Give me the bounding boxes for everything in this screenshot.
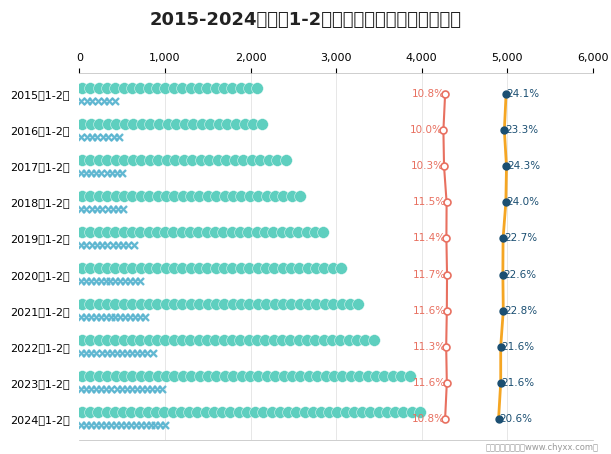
Text: 11.6%: 11.6% bbox=[413, 306, 446, 316]
Text: 24.3%: 24.3% bbox=[507, 161, 540, 171]
Text: 11.3%: 11.3% bbox=[412, 342, 445, 352]
Text: 24.1%: 24.1% bbox=[507, 89, 540, 99]
Text: 11.5%: 11.5% bbox=[413, 197, 446, 207]
Text: 23.3%: 23.3% bbox=[505, 125, 538, 135]
Text: 11.4%: 11.4% bbox=[412, 233, 445, 243]
Text: 20.6%: 20.6% bbox=[499, 414, 532, 424]
Text: 22.8%: 22.8% bbox=[504, 306, 537, 316]
Text: 22.7%: 22.7% bbox=[503, 233, 537, 243]
Text: 22.6%: 22.6% bbox=[503, 270, 536, 280]
Text: 10.8%: 10.8% bbox=[411, 414, 444, 424]
Text: 2015-2024年各年1-2月江西省工业企业存货统计图: 2015-2024年各年1-2月江西省工业企业存货统计图 bbox=[150, 11, 461, 30]
Text: 21.6%: 21.6% bbox=[502, 342, 535, 352]
Text: 24.0%: 24.0% bbox=[507, 197, 540, 207]
Text: 11.7%: 11.7% bbox=[413, 270, 447, 280]
Text: 11.6%: 11.6% bbox=[413, 378, 446, 388]
Text: 10.0%: 10.0% bbox=[410, 125, 443, 135]
Text: 10.3%: 10.3% bbox=[411, 161, 444, 171]
Text: 制图：智研咨询（www.chyxx.com）: 制图：智研咨询（www.chyxx.com） bbox=[486, 443, 599, 452]
Text: 21.6%: 21.6% bbox=[502, 378, 535, 388]
Text: 10.8%: 10.8% bbox=[411, 89, 444, 99]
